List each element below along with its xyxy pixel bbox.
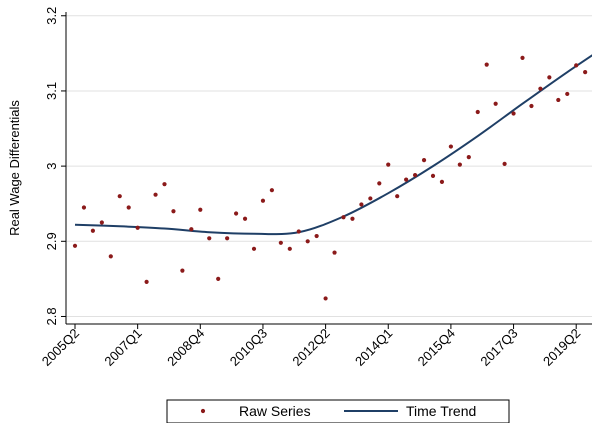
raw-point <box>108 254 113 259</box>
y-tick-label: 3.2 <box>44 7 59 25</box>
gridlines <box>66 15 592 317</box>
raw-point <box>225 236 230 241</box>
raw-point <box>565 91 570 97</box>
legend-label-raw-series: Raw Series <box>239 403 311 419</box>
legend-label-time-trend: Time Trend <box>406 403 476 419</box>
raw-point <box>493 101 498 106</box>
raw-point <box>242 216 248 221</box>
raw-point <box>126 205 131 210</box>
raw-point <box>359 202 364 207</box>
raw-point <box>457 162 462 167</box>
raw-point <box>574 63 579 68</box>
raw-point <box>153 192 158 197</box>
raw-point <box>251 246 257 251</box>
trend-line-group <box>74 54 592 236</box>
raw-point <box>332 250 337 255</box>
raw-point <box>448 144 453 149</box>
raw-point <box>404 177 409 182</box>
raw-point <box>475 109 480 115</box>
x-tick-label: 2010Q3 <box>227 326 270 369</box>
raw-point <box>269 188 274 193</box>
x-tick-label: 2012Q2 <box>289 326 332 369</box>
raw-point <box>90 228 95 233</box>
y-tick-label: 3.1 <box>44 82 59 100</box>
trend-line <box>74 54 592 236</box>
x-tick-label: 2017Q3 <box>477 326 520 369</box>
raw-point <box>583 70 588 75</box>
raw-point <box>144 279 149 284</box>
x-tick-label: 2019Q2 <box>540 326 583 369</box>
raw-point <box>278 240 283 245</box>
raw-point <box>466 154 471 160</box>
raw-point <box>386 162 391 167</box>
y-ticks: 2.8 2.9 3 3.1 3.2 <box>44 7 66 326</box>
raw-point <box>260 198 266 203</box>
y-axis-title: Real Wage Differentials <box>7 100 22 236</box>
x-ticks: 2005Q2 2007Q1 2008Q4 2010Q3 2012Q2 2014Q1 2015… <box>39 324 583 369</box>
raw-point <box>72 243 78 248</box>
raw-point <box>135 225 140 230</box>
raw-point <box>556 97 561 103</box>
raw-point <box>395 194 400 199</box>
raw-point <box>171 209 176 214</box>
axes <box>65 12 592 325</box>
raw-point <box>520 55 525 60</box>
raw-point <box>547 75 552 80</box>
raw-point <box>305 239 310 244</box>
x-tick-label: 2015Q4 <box>415 326 458 369</box>
raw-point <box>368 196 373 201</box>
raw-point <box>439 179 445 185</box>
raw-point <box>484 62 489 67</box>
raw-point <box>162 182 167 187</box>
raw-point <box>538 86 543 91</box>
raw-point <box>81 205 87 210</box>
raw-point <box>413 173 418 178</box>
legend: Raw Series Time Trend <box>166 399 510 423</box>
raw-point <box>198 207 203 212</box>
raw-point <box>502 161 507 166</box>
raw-point <box>287 246 292 251</box>
raw-point <box>234 211 239 216</box>
raw-point <box>314 233 319 239</box>
raw-point <box>511 111 516 116</box>
raw-point <box>117 194 122 199</box>
raw-point <box>216 276 221 281</box>
raw-point <box>323 296 328 301</box>
legend-box <box>166 399 510 423</box>
raw-point <box>99 220 104 225</box>
raw-point <box>377 181 382 186</box>
raw-point <box>180 268 185 273</box>
raw-point <box>421 158 427 163</box>
raw-point <box>296 229 301 234</box>
y-tick-label: 2.8 <box>44 307 59 325</box>
x-tick-label: 2014Q1 <box>352 326 395 369</box>
raw-point <box>430 173 436 178</box>
y-tick-label: 3 <box>44 163 59 170</box>
raw-point <box>529 103 534 109</box>
raw-point <box>207 236 212 241</box>
x-tick-label: 2007Q1 <box>101 326 144 369</box>
legend-marker-raw-series <box>200 408 206 414</box>
raw-points-group <box>72 55 588 301</box>
x-tick-label: 2008Q4 <box>164 326 207 369</box>
x-tick-label: 2005Q2 <box>39 326 82 369</box>
raw-point <box>189 227 194 232</box>
raw-point <box>350 216 355 221</box>
raw-point <box>341 215 346 220</box>
y-tick-label: 2.9 <box>44 232 59 250</box>
